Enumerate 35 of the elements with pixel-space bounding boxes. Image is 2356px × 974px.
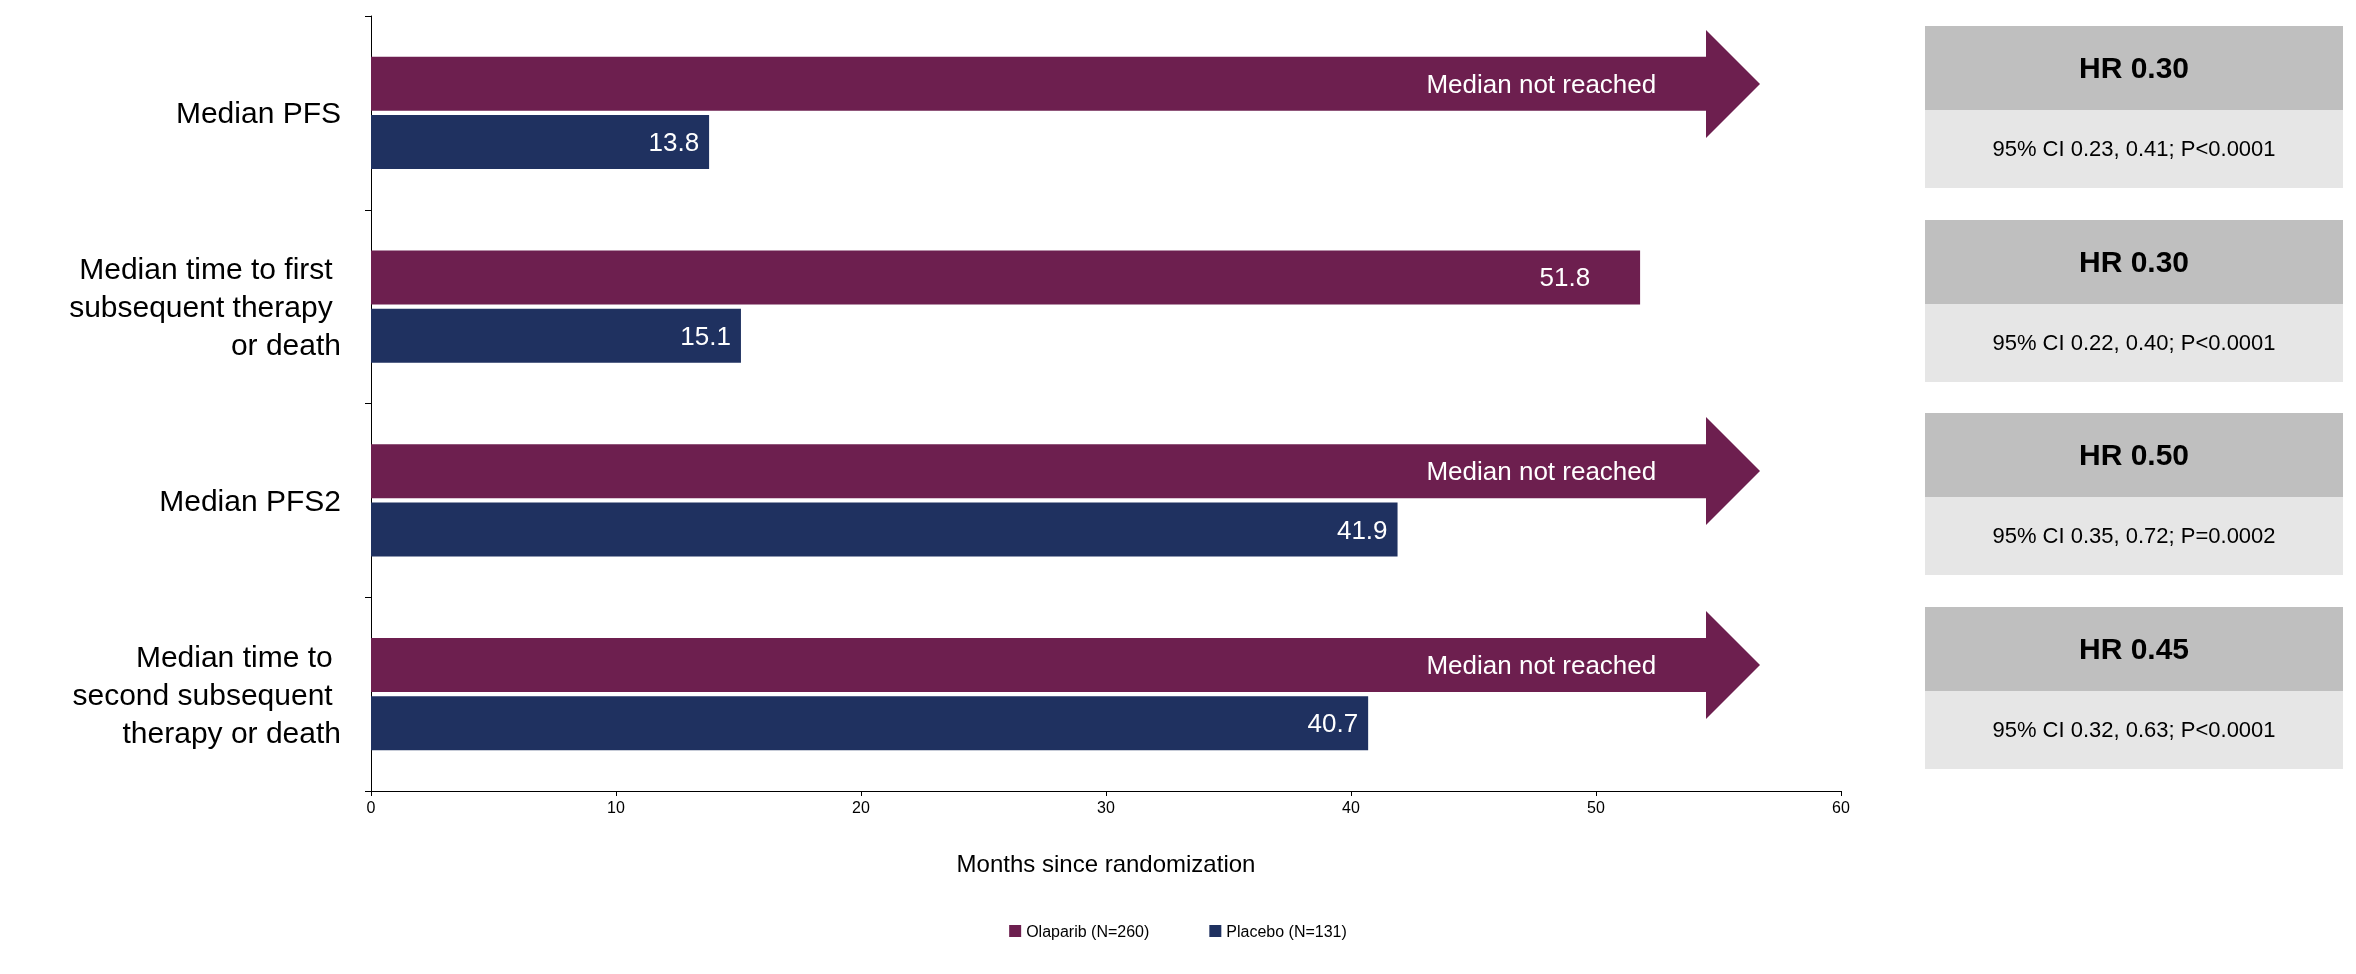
legend-label: Placebo (N=131) — [1226, 922, 1347, 940]
x-tick-label: 30 — [1097, 798, 1115, 816]
text: HR 0.30 — [1925, 25, 2343, 110]
bar — [371, 115, 710, 170]
y-tick-label: Median time to second subsequent therapy or death — [72, 639, 341, 749]
data-label: 41.9 — [1336, 514, 1388, 545]
text: HR 0.50 — [1925, 413, 2343, 498]
x-tick-label: 10 — [607, 798, 625, 816]
y-tick-label: Median time to first subsequent therapy or death — [69, 252, 341, 362]
x-axis-title: Months since randomization — [956, 849, 1256, 877]
text: HR 0.45 — [1925, 607, 2343, 692]
x-tick-label: 20 — [852, 798, 870, 816]
text: HR 0.30 — [1925, 219, 2343, 304]
bar — [371, 696, 1369, 751]
data-label: Median not reached — [1426, 649, 1657, 680]
x-tick-label: 60 — [1832, 798, 1850, 816]
data-label: 40.7 — [1307, 708, 1359, 739]
text: 95% CI 0.22, 0.40; P<0.0001 — [1925, 303, 2343, 382]
legend-label: Olaparib (N=260) — [1026, 922, 1150, 940]
text: 95% CI 0.23, 0.41; P<0.0001 — [1925, 109, 2343, 188]
data-label: 13.8 — [648, 127, 700, 158]
y-tick-label: Median PFS2 — [159, 483, 341, 517]
data-label: Median not reached — [1426, 68, 1657, 99]
x-tick-label: 0 — [366, 798, 376, 816]
x-tick-label: 50 — [1587, 798, 1605, 816]
bar — [371, 308, 741, 363]
data-label: 15.1 — [680, 320, 731, 351]
text: 95% CI 0.32, 0.63; P<0.0001 — [1925, 691, 2343, 770]
data-label: 51.8 — [1539, 262, 1591, 293]
y-tick-label: Median PFS — [175, 96, 341, 130]
x-tick-label: 40 — [1342, 798, 1360, 816]
text: 95% CI 0.35, 0.72; P=0.0002 — [1925, 497, 2343, 576]
bar — [371, 250, 1641, 305]
data-label: Median not reached — [1426, 456, 1657, 487]
bar — [371, 502, 1398, 557]
